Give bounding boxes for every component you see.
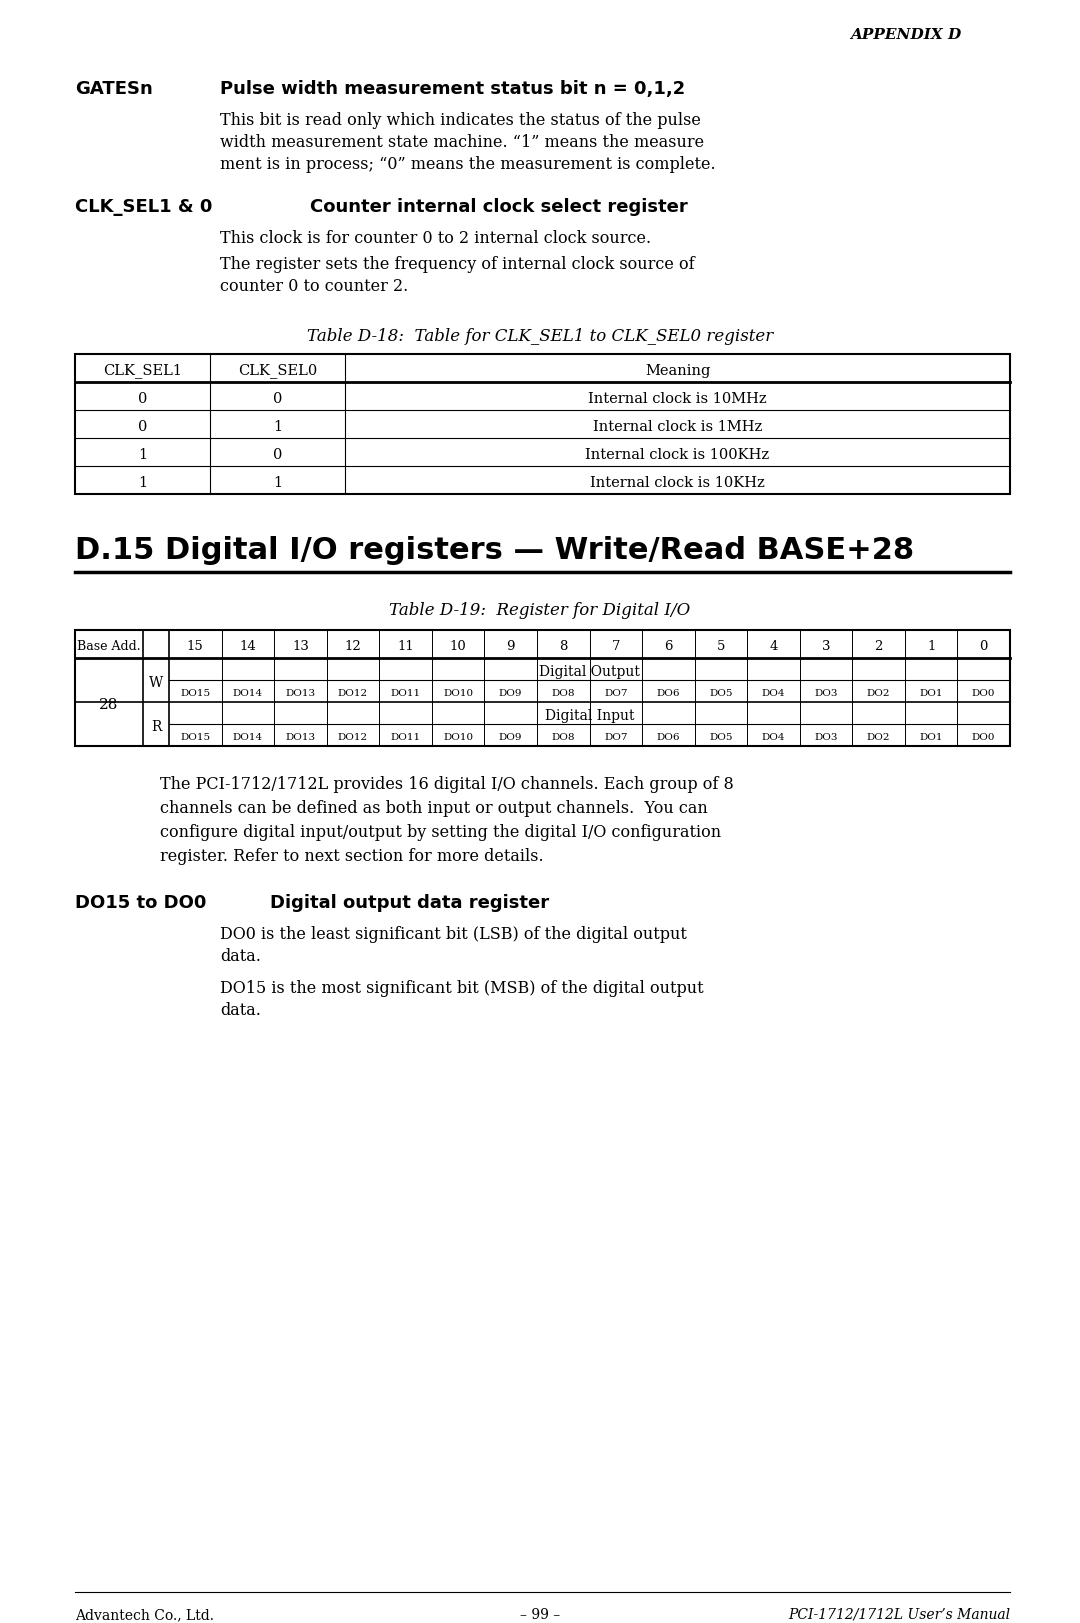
- Text: DO0: DO0: [972, 690, 996, 698]
- Text: 1: 1: [138, 476, 147, 490]
- Text: Advantech Co., Ltd.: Advantech Co., Ltd.: [75, 1608, 214, 1621]
- Text: DO5: DO5: [710, 690, 732, 698]
- Text: DO15 to DO0: DO15 to DO0: [75, 894, 206, 912]
- Text: – 99 –: – 99 –: [519, 1608, 561, 1621]
- Text: DO11: DO11: [391, 690, 420, 698]
- Text: Internal clock is 10MHz: Internal clock is 10MHz: [589, 393, 767, 406]
- Text: DO1: DO1: [919, 690, 943, 698]
- Text: 0: 0: [138, 393, 147, 406]
- Text: Base Add.: Base Add.: [77, 641, 140, 654]
- Text: DO10: DO10: [443, 734, 473, 742]
- Text: data.: data.: [220, 948, 261, 966]
- Text: 9: 9: [507, 641, 515, 654]
- Text: 12: 12: [345, 641, 362, 654]
- Text: Table D-19:  Register for Digital I/O: Table D-19: Register for Digital I/O: [390, 602, 690, 618]
- Text: DO15: DO15: [180, 734, 211, 742]
- Text: 1: 1: [273, 476, 282, 490]
- Text: DO10: DO10: [443, 690, 473, 698]
- Text: Internal clock is 1MHz: Internal clock is 1MHz: [593, 420, 762, 433]
- Text: DO3: DO3: [814, 690, 838, 698]
- Text: DO2: DO2: [867, 734, 890, 742]
- Text: The PCI-1712/1712L provides 16 digital I/O channels. Each group of 8: The PCI-1712/1712L provides 16 digital I…: [160, 776, 733, 794]
- Text: DO0 is the least significant bit (LSB) of the digital output: DO0 is the least significant bit (LSB) o…: [220, 927, 687, 943]
- Text: DO14: DO14: [233, 690, 262, 698]
- Text: The register sets the frequency of internal clock source of: The register sets the frequency of inter…: [220, 256, 694, 273]
- Text: Digital Input: Digital Input: [544, 709, 634, 722]
- Text: width measurement state machine. “1” means the measure: width measurement state machine. “1” mea…: [220, 135, 704, 151]
- Text: Digital Output: Digital Output: [539, 665, 640, 678]
- Text: 7: 7: [611, 641, 620, 654]
- Text: DO0: DO0: [972, 734, 996, 742]
- Text: DO4: DO4: [761, 690, 785, 698]
- Text: DO14: DO14: [233, 734, 262, 742]
- Text: 3: 3: [822, 641, 831, 654]
- Text: DO7: DO7: [604, 690, 627, 698]
- Text: 2: 2: [875, 641, 882, 654]
- Text: Counter internal clock select register: Counter internal clock select register: [310, 198, 688, 216]
- Text: DO12: DO12: [338, 734, 368, 742]
- Text: 1: 1: [138, 448, 147, 463]
- Text: DO3: DO3: [814, 734, 838, 742]
- Text: DO7: DO7: [604, 734, 627, 742]
- Text: D.15 Digital I/O registers — Write/Read BASE+28: D.15 Digital I/O registers — Write/Read …: [75, 536, 914, 565]
- Text: DO13: DO13: [285, 690, 315, 698]
- Text: DO4: DO4: [761, 734, 785, 742]
- Text: counter 0 to counter 2.: counter 0 to counter 2.: [220, 278, 408, 295]
- Text: This bit is read only which indicates the status of the pulse: This bit is read only which indicates th…: [220, 112, 701, 128]
- Text: R: R: [151, 721, 161, 734]
- Text: DO6: DO6: [657, 734, 680, 742]
- Text: DO15: DO15: [180, 690, 211, 698]
- Text: DO15 is the most significant bit (MSB) of the digital output: DO15 is the most significant bit (MSB) o…: [220, 980, 704, 997]
- Text: CLK_SEL1: CLK_SEL1: [103, 364, 183, 378]
- Text: 1: 1: [927, 641, 935, 654]
- Text: DO13: DO13: [285, 734, 315, 742]
- Text: Internal clock is 100KHz: Internal clock is 100KHz: [585, 448, 770, 463]
- Text: Meaning: Meaning: [645, 364, 711, 378]
- Text: register. Refer to next section for more details.: register. Refer to next section for more…: [160, 847, 543, 865]
- Text: 28: 28: [99, 698, 119, 712]
- Text: DO8: DO8: [552, 734, 575, 742]
- Text: 10: 10: [449, 641, 467, 654]
- Text: Table D-18:  Table for CLK_SEL1 to CLK_SEL0 register: Table D-18: Table for CLK_SEL1 to CLK_SE…: [307, 328, 773, 346]
- Text: configure digital input/output by setting the digital I/O configuration: configure digital input/output by settin…: [160, 824, 721, 841]
- Text: 0: 0: [138, 420, 147, 433]
- Text: channels can be defined as both input or output channels.  You can: channels can be defined as both input or…: [160, 800, 707, 816]
- Text: 13: 13: [292, 641, 309, 654]
- Text: 1: 1: [273, 420, 282, 433]
- Text: ment is in process; “0” means the measurement is complete.: ment is in process; “0” means the measur…: [220, 156, 716, 174]
- Text: data.: data.: [220, 1001, 261, 1019]
- Text: DO12: DO12: [338, 690, 368, 698]
- Text: 5: 5: [717, 641, 725, 654]
- Text: DO9: DO9: [499, 734, 523, 742]
- Bar: [75, 630, 1010, 747]
- Text: CLK_SEL0: CLK_SEL0: [238, 364, 318, 378]
- Text: Digital output data register: Digital output data register: [270, 894, 549, 912]
- Text: DO6: DO6: [657, 690, 680, 698]
- Text: PCI-1712/1712L User’s Manual: PCI-1712/1712L User’s Manual: [788, 1608, 1010, 1621]
- Text: CLK_SEL1 & 0: CLK_SEL1 & 0: [75, 198, 213, 216]
- Text: This clock is for counter 0 to 2 internal clock source.: This clock is for counter 0 to 2 interna…: [220, 230, 651, 247]
- Text: 15: 15: [187, 641, 204, 654]
- Text: 0: 0: [273, 448, 282, 463]
- Text: 0: 0: [980, 641, 988, 654]
- Text: GATESn: GATESn: [75, 80, 152, 97]
- Text: APPENDIX D: APPENDIX D: [850, 28, 961, 42]
- Text: W: W: [149, 677, 163, 690]
- Text: Internal clock is 10KHz: Internal clock is 10KHz: [590, 476, 765, 490]
- Text: 8: 8: [559, 641, 567, 654]
- Text: 14: 14: [240, 641, 256, 654]
- Text: DO2: DO2: [867, 690, 890, 698]
- Text: 0: 0: [273, 393, 282, 406]
- Text: 6: 6: [664, 641, 673, 654]
- Text: DO1: DO1: [919, 734, 943, 742]
- Bar: [75, 354, 1010, 493]
- Text: 11: 11: [397, 641, 414, 654]
- Text: Pulse width measurement status bit n = 0,1,2: Pulse width measurement status bit n = 0…: [220, 80, 685, 97]
- Text: DO11: DO11: [391, 734, 420, 742]
- Text: 4: 4: [769, 641, 778, 654]
- Text: DO8: DO8: [552, 690, 575, 698]
- Text: DO9: DO9: [499, 690, 523, 698]
- Text: DO5: DO5: [710, 734, 732, 742]
